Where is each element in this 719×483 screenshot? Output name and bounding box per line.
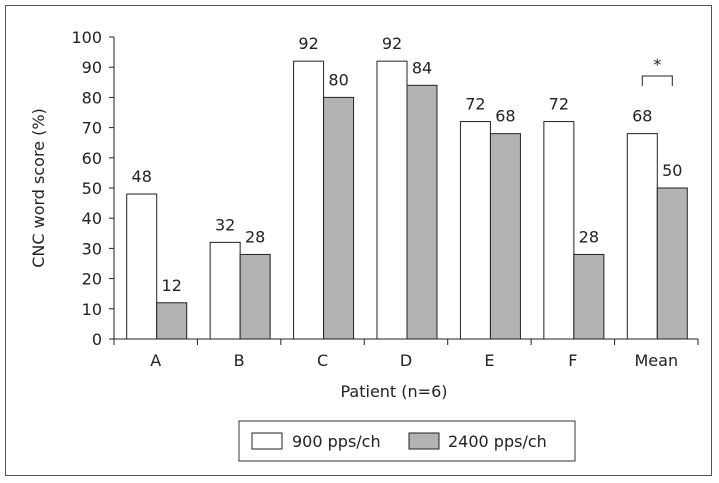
x-axis: A B C D E F Mean [113, 338, 699, 370]
y-tick-label: 50 [82, 179, 102, 198]
bar-900-e [459, 121, 491, 340]
data-label: 92 [298, 34, 318, 53]
x-axis-title: Patient (n=6) [340, 382, 447, 401]
y-tick-label: 70 [82, 119, 102, 138]
legend-label: 2400 pps/ch [448, 432, 547, 451]
data-label: 68 [495, 107, 515, 126]
bar-2400-b [239, 253, 271, 340]
data-label: 68 [632, 107, 652, 126]
data-label: 84 [412, 58, 432, 77]
bar-900-d [376, 60, 408, 340]
data-label: 72 [465, 95, 485, 114]
x-tick-label: Mean [634, 351, 678, 370]
x-tick-label: B [234, 351, 245, 370]
data-label: 32 [215, 215, 235, 234]
bar-2400-d [406, 84, 438, 340]
bar-2400-mean [656, 187, 688, 340]
y-axis: 0 10 20 30 40 50 60 70 80 90 100 [71, 28, 115, 349]
bar-900-f [543, 121, 575, 340]
significance-bracket [641, 75, 673, 86]
y-tick-label: 90 [82, 58, 102, 77]
data-label: 80 [328, 70, 348, 89]
x-tick-label: C [317, 351, 328, 370]
significance-star: * [653, 55, 661, 74]
bar-2400-e [489, 133, 521, 340]
bar-2400-a [156, 302, 188, 340]
bar-2400-f [573, 253, 605, 340]
y-tick-label: 100 [71, 28, 102, 47]
y-tick-label: 60 [82, 149, 102, 168]
data-label: 92 [382, 34, 402, 53]
bar-900-b [209, 241, 241, 340]
data-label: 28 [579, 227, 599, 246]
bar-900-c [293, 60, 325, 340]
bar-900-mean [626, 133, 658, 340]
data-label: 12 [162, 276, 182, 295]
legend-swatch-2400 [408, 432, 440, 450]
y-tick-label: 10 [82, 300, 102, 319]
x-tick-label: A [150, 351, 161, 370]
y-axis-title: CNC word score (%) [29, 108, 48, 268]
legend-label: 900 pps/ch [292, 432, 381, 451]
legend-box [238, 420, 576, 462]
legend: 900 pps/ch 2400 pps/ch [238, 420, 576, 462]
bar-2400-c [323, 96, 355, 340]
y-tick-label: 30 [82, 239, 102, 258]
x-tick-label: D [400, 351, 412, 370]
data-label: 50 [662, 161, 682, 180]
legend-swatch-900 [251, 432, 283, 450]
annotations: * [641, 55, 673, 86]
y-tick-label: 80 [82, 88, 102, 107]
data-label: 72 [549, 95, 569, 114]
data-label: 28 [245, 227, 265, 246]
y-tick-label: 0 [92, 330, 102, 349]
x-tick-label: F [568, 351, 577, 370]
y-tick-label: 20 [82, 270, 102, 289]
y-tick-label: 40 [82, 209, 102, 228]
x-tick-label: E [484, 351, 494, 370]
chart-frame [5, 5, 712, 476]
bar-900-a [126, 193, 158, 340]
data-label: 48 [132, 167, 152, 186]
bars: 48 12 32 28 92 80 92 84 72 68 72 28 68 50 [126, 34, 688, 340]
